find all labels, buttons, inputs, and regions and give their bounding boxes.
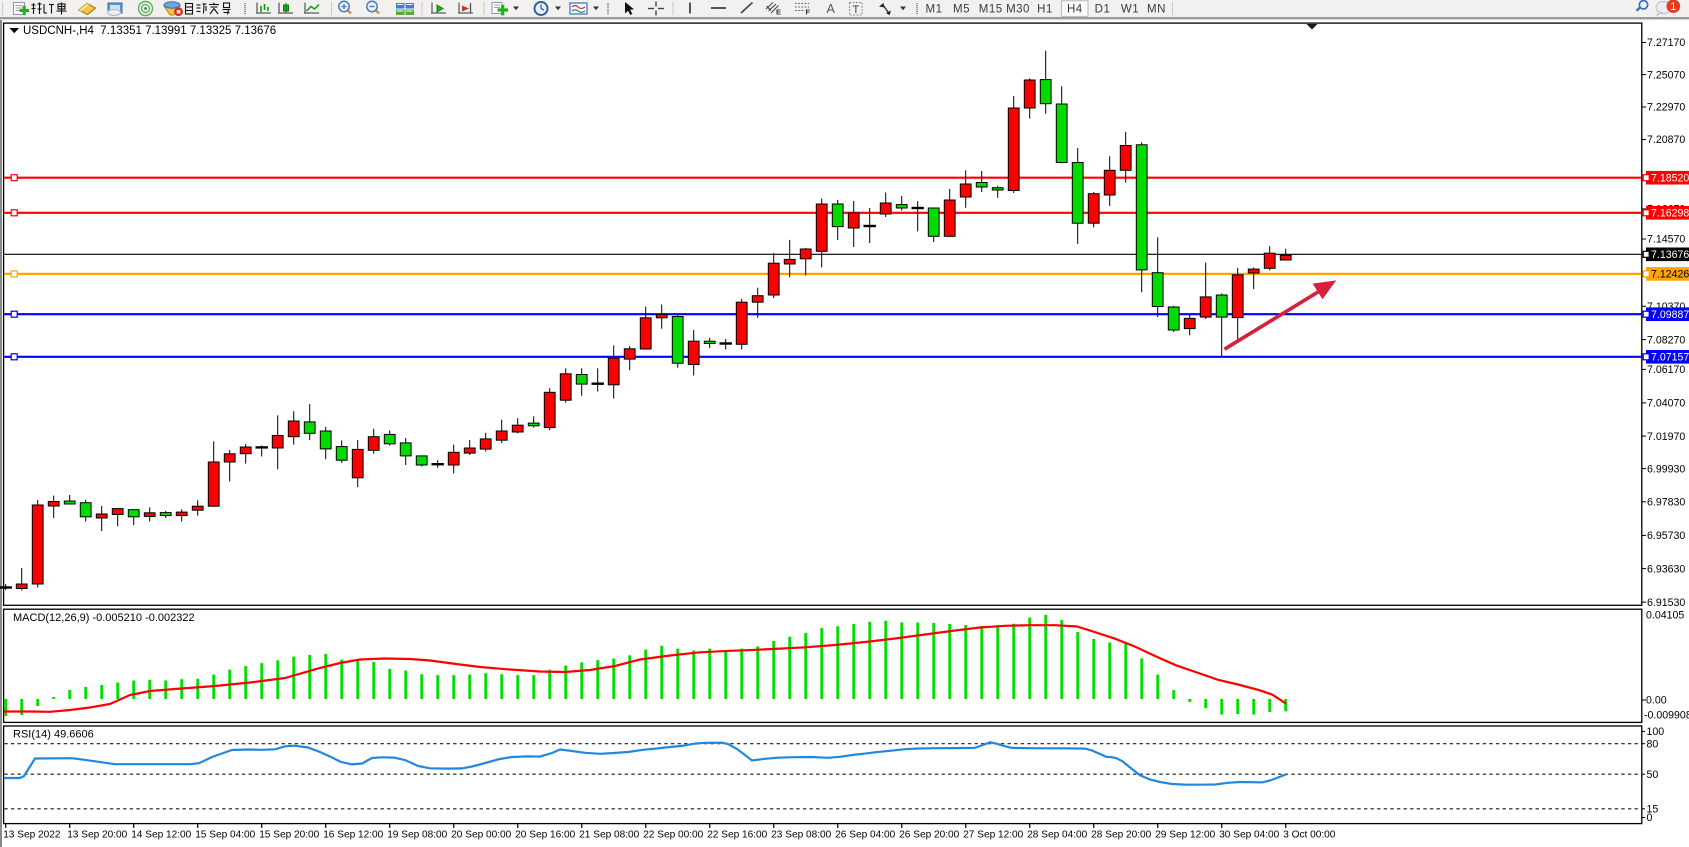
svg-text:H4: H4 — [1067, 4, 1083, 16]
svg-text:7.16298: 7.16298 — [1651, 208, 1689, 220]
svg-text:29 Sep 12:00: 29 Sep 12:00 — [1155, 830, 1215, 841]
svg-text:100: 100 — [1647, 726, 1665, 738]
svg-text:6.97830: 6.97830 — [1647, 497, 1685, 509]
svg-text:26 Sep 04:00: 26 Sep 04:00 — [835, 830, 895, 841]
svg-text:28 Sep 04:00: 28 Sep 04:00 — [1027, 830, 1087, 841]
svg-text:7.22970: 7.22970 — [1647, 102, 1685, 114]
svg-text:6.99930: 6.99930 — [1647, 463, 1685, 475]
svg-text:7.27170: 7.27170 — [1647, 37, 1685, 49]
svg-text:7.25070: 7.25070 — [1647, 69, 1685, 81]
svg-text:15 Sep 20:00: 15 Sep 20:00 — [259, 830, 319, 841]
svg-text:6.91530: 6.91530 — [1647, 597, 1685, 609]
svg-text:-0.009908: -0.009908 — [1644, 710, 1689, 722]
svg-text:14 Sep 12:00: 14 Sep 12:00 — [131, 830, 191, 841]
svg-text:30 Sep 04:00: 30 Sep 04:00 — [1219, 830, 1279, 841]
svg-text:W1: W1 — [1121, 4, 1139, 16]
svg-text:0: 0 — [1647, 812, 1653, 824]
svg-text:7.04070: 7.04070 — [1647, 398, 1685, 410]
svg-text:T: T — [853, 4, 860, 16]
svg-text:E: E — [776, 8, 781, 17]
svg-text:15 Sep 04:00: 15 Sep 04:00 — [195, 830, 255, 841]
svg-text:7.01970: 7.01970 — [1647, 431, 1685, 443]
svg-text:7.12426: 7.12426 — [1651, 269, 1689, 281]
svg-text:50: 50 — [1647, 769, 1659, 781]
svg-text:1: 1 — [1670, 1, 1676, 13]
svg-text:MN: MN — [1147, 4, 1166, 16]
svg-text:20 Sep 16:00: 20 Sep 16:00 — [515, 830, 575, 841]
svg-text:USDCNH-,H4 7.13351 7.13991 7.: USDCNH-,H4 7.13351 7.13991 7.13325 7.136… — [23, 25, 276, 37]
svg-text:7.18520: 7.18520 — [1651, 172, 1689, 184]
svg-text:13 Sep 2022: 13 Sep 2022 — [3, 830, 61, 841]
svg-text:13 Sep 20:00: 13 Sep 20:00 — [67, 830, 127, 841]
svg-text:23 Sep 08:00: 23 Sep 08:00 — [771, 830, 831, 841]
svg-text:7.14570: 7.14570 — [1647, 234, 1685, 246]
svg-text:7.06170: 7.06170 — [1647, 364, 1685, 376]
svg-text:H1: H1 — [1037, 4, 1053, 16]
svg-text:3 Oct 00:00: 3 Oct 00:00 — [1283, 830, 1336, 841]
svg-text:27 Sep 12:00: 27 Sep 12:00 — [963, 830, 1023, 841]
svg-text:0.04105: 0.04105 — [1646, 609, 1684, 621]
svg-text:RSI(14) 49.6606: RSI(14) 49.6606 — [13, 729, 94, 741]
svg-text:D1: D1 — [1095, 4, 1111, 16]
svg-text:M5: M5 — [953, 4, 970, 16]
svg-text:7.09887: 7.09887 — [1651, 309, 1689, 321]
svg-text:7.13676: 7.13676 — [1651, 249, 1689, 261]
svg-text:80: 80 — [1647, 738, 1659, 750]
svg-text:7.07157: 7.07157 — [1651, 352, 1689, 364]
svg-text:7.20870: 7.20870 — [1647, 134, 1685, 146]
svg-text:F: F — [806, 8, 811, 17]
svg-text:28 Sep 20:00: 28 Sep 20:00 — [1091, 830, 1151, 841]
svg-text:26 Sep 20:00: 26 Sep 20:00 — [899, 830, 959, 841]
svg-text:19 Sep 08:00: 19 Sep 08:00 — [387, 830, 447, 841]
svg-text:MACD(12,26,9) -0.005210 -0.002: MACD(12,26,9) -0.005210 -0.002322 — [13, 612, 195, 624]
svg-text:M1: M1 — [926, 4, 943, 16]
svg-text:15: 15 — [1647, 804, 1659, 816]
svg-text:0.00: 0.00 — [1646, 695, 1667, 707]
svg-text:6.93630: 6.93630 — [1647, 563, 1685, 575]
svg-text:16 Sep 12:00: 16 Sep 12:00 — [323, 830, 383, 841]
svg-text:A: A — [827, 2, 836, 16]
svg-text:20 Sep 00:00: 20 Sep 00:00 — [451, 830, 511, 841]
svg-text:M15: M15 — [979, 4, 1003, 16]
svg-text:22 Sep 16:00: 22 Sep 16:00 — [707, 830, 767, 841]
svg-text:7.08270: 7.08270 — [1647, 334, 1685, 346]
svg-text:6.95730: 6.95730 — [1647, 530, 1685, 542]
svg-text:M30: M30 — [1006, 4, 1030, 16]
svg-text:21 Sep 08:00: 21 Sep 08:00 — [579, 830, 639, 841]
svg-text:22 Sep 00:00: 22 Sep 00:00 — [643, 830, 703, 841]
